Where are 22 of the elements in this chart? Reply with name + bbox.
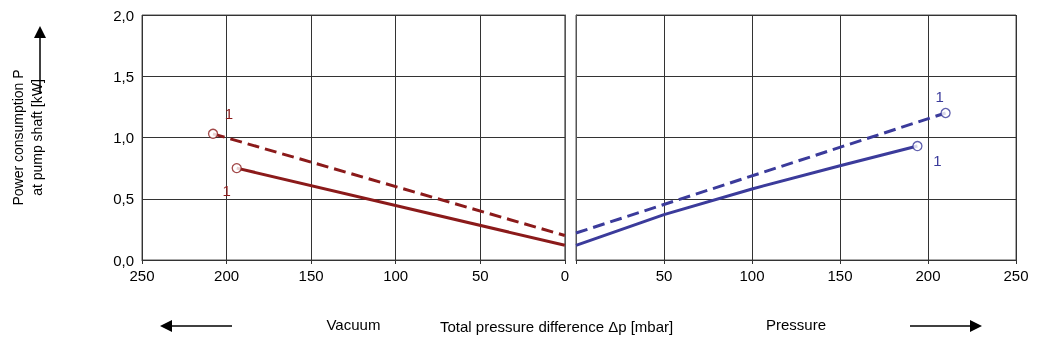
annotation: 1 xyxy=(935,87,944,105)
y-tick-label: 0,0 xyxy=(113,251,134,269)
x-tick-label: 150 xyxy=(827,267,853,284)
x-tick-label: 100 xyxy=(383,267,409,284)
y-tick-label: 1,5 xyxy=(113,67,134,85)
x-tick-label: 50 xyxy=(471,267,489,284)
x-axis-title: Vacuum xyxy=(326,316,381,333)
y-tick-label: 0,5 xyxy=(113,190,134,208)
y-tick-label: 2,0 xyxy=(113,6,134,24)
x-tick-label: 250 xyxy=(1003,267,1029,284)
y-tick-label: 1,0 xyxy=(113,129,134,146)
x-tick-label: 0 xyxy=(560,267,569,284)
x-tick-label: 250 xyxy=(129,267,155,284)
x-axis-title: Pressure xyxy=(765,316,827,333)
text: Total pressure difference Δp [mbar] xyxy=(440,318,674,335)
y-axis-title: Power consumption P at pump shaft [kW] xyxy=(9,69,45,206)
x-tick-label: 100 xyxy=(739,267,765,284)
x-tick-label: 50 xyxy=(655,267,673,284)
x-tick-label: 200 xyxy=(915,267,941,284)
annotation: 1 xyxy=(933,151,942,169)
x-tick-label: 200 xyxy=(214,267,240,284)
x-tick-label: 150 xyxy=(298,267,324,284)
